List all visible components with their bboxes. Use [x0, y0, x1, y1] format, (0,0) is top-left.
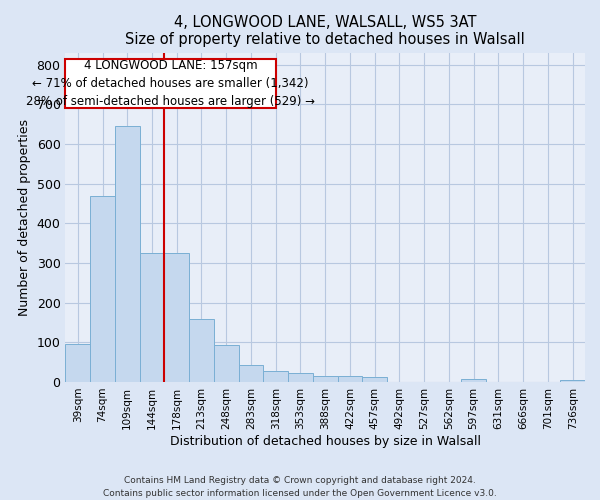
Bar	[65, 344, 90, 382]
Bar	[214, 346, 239, 382]
Text: Contains HM Land Registry data © Crown copyright and database right 2024.
Contai: Contains HM Land Registry data © Crown c…	[103, 476, 497, 498]
Text: 4 LONGWOOD LANE: 157sqm
← 71% of detached houses are smaller (1,342)
28% of semi: 4 LONGWOOD LANE: 157sqm ← 71% of detache…	[26, 59, 315, 108]
Y-axis label: Number of detached properties: Number of detached properties	[18, 119, 31, 316]
Bar	[189, 320, 214, 382]
Title: 4, LONGWOOD LANE, WALSALL, WS5 3AT
Size of property relative to detached houses : 4, LONGWOOD LANE, WALSALL, WS5 3AT Size …	[125, 15, 525, 48]
Bar	[288, 373, 313, 382]
Bar	[263, 371, 288, 382]
Bar	[164, 253, 189, 382]
Bar	[560, 380, 585, 382]
FancyBboxPatch shape	[65, 58, 276, 108]
Bar	[338, 376, 362, 382]
Bar	[239, 365, 263, 382]
Bar	[461, 379, 486, 382]
Bar	[362, 377, 387, 382]
Bar	[313, 376, 338, 382]
Bar	[140, 253, 164, 382]
Bar	[115, 126, 140, 382]
X-axis label: Distribution of detached houses by size in Walsall: Distribution of detached houses by size …	[170, 434, 481, 448]
Bar	[90, 196, 115, 382]
